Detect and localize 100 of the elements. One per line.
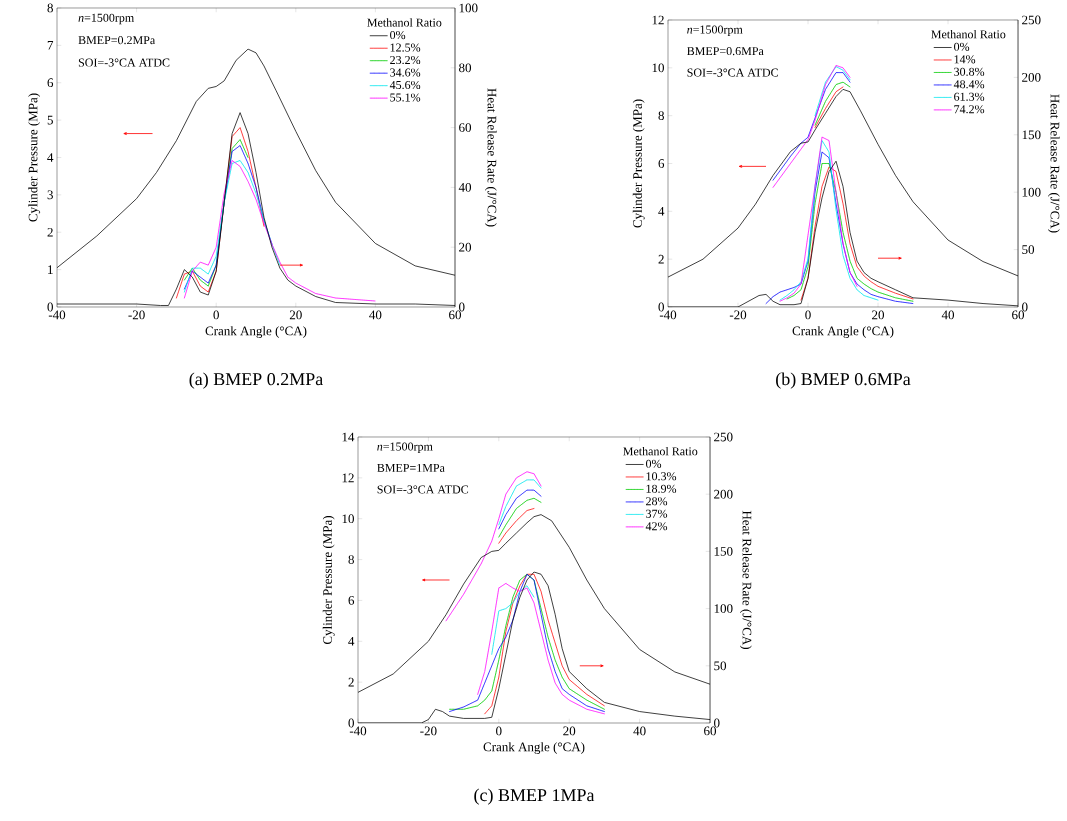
y-axis-title: Cylinder Pressure (MPa) [322,515,335,645]
legend-label: 37% [646,509,668,518]
legend-label: 28% [646,497,668,506]
y2-tick-label: 150 [714,547,733,556]
line-series [765,151,914,304]
text: (b) BMEP 0.6MPa [776,372,911,389]
y2-tick-label: 100 [459,3,478,13]
y2-axis-title: Heat Release Rate (J/°CA) [1047,94,1060,233]
annotation: BMEP=0.2MPa [78,36,156,45]
y2-tick-label: 20 [459,242,472,252]
y-tick-label: 2 [348,677,354,687]
line-series [498,508,535,544]
legend-label: 18.9% [646,484,677,493]
y-tick-label: 0 [658,302,664,312]
y2-tick-label: 150 [1022,130,1041,140]
legend-label: 10.3% [646,472,677,481]
y-tick-label: 6 [348,596,355,605]
y2-tick-label: 200 [714,489,733,499]
x-tick-label: 60 [704,726,717,736]
legend-title: Methanol Ratio [623,446,698,456]
annotation: BMEP=1MPa [377,463,445,472]
legend-label: 74.2% [954,105,985,114]
y-tick-label: 14 [342,432,355,442]
x-tick-label: 40 [369,310,382,320]
legend-label: 0% [646,459,662,468]
x-tick-label: 20 [289,310,302,320]
y2-tick-label: 80 [459,63,472,73]
y-tick-label: 0 [348,718,354,728]
line-series [814,86,844,128]
x-axis-title: Crank Angle (°CA) [205,326,307,338]
y-tick-label: 10 [652,63,664,73]
line-series [183,160,376,302]
y-tick-label: 4 [348,637,355,646]
y-axis-title: Cylinder Pressure (MPa) [632,99,645,228]
x-tick-label: 20 [563,726,576,736]
line-series [814,66,851,117]
y-tick-label: 4 [658,207,665,216]
legend-label: 45.6% [389,80,421,90]
x-tick-label: -40 [48,310,66,320]
y-tick-label: 8 [47,3,53,13]
y-tick-label: 8 [658,111,664,121]
x-tick-label: -40 [659,310,677,320]
legend-label: 12.5% [390,43,421,52]
x-tick-label: -20 [128,310,145,320]
x-tick-label: 40 [941,310,955,320]
x-tick-label: 0 [496,726,502,736]
legend-label: 48.4% [953,80,985,89]
x-axis-title: Crank Angle (°CA) [792,326,894,338]
line-series [498,497,542,538]
y-tick-label: 12 [342,473,354,483]
text: (c) BMEP 1MPa [474,788,595,805]
x-tick-label: -20 [420,726,437,736]
legend-label: 55.1% [390,93,421,102]
y-tick-label: 6 [47,78,54,88]
y-tick-label: 5 [47,115,53,125]
legend-label: 0% [954,42,970,51]
y-tick-label: 2 [47,227,53,237]
legend-label: 0% [390,30,406,40]
line-series [779,136,858,302]
line-series [491,585,535,655]
x-tick-label: 0 [213,310,219,320]
legend-label: 61.3% [954,92,985,101]
y2-tick-label: 60 [459,123,472,132]
line-series [498,479,542,526]
y-axis-title: Cylinder Pressure (MPa) [28,93,41,222]
y-tick-label: 3 [47,190,53,200]
legend-label: 14% [954,55,976,64]
text: (a) BMEP 0.2MPa [189,372,323,389]
x-tick-label: 60 [449,310,462,320]
y2-tick-label: 100 [1022,187,1041,197]
y-tick-label: 8 [348,555,354,564]
legend-title: Methanol Ratio [931,29,1006,39]
annotation: n=1500rpm [377,442,433,454]
x-tick-label: 60 [1012,310,1025,320]
y2-tick-label: 200 [1022,73,1041,82]
y-tick-label: 6 [658,159,665,168]
y2-tick-label: 40 [458,183,472,192]
legend-label: 34.6% [390,68,421,77]
y-tick-label: 1 [48,265,53,274]
y2-axis-title: Heat Release Rate (J/°CA) [739,510,752,650]
y-tick-label: 12 [652,15,664,25]
annotation: n=1500rpm [78,13,135,25]
y2-axis-title: Heat Release Rate (J/°CA) [484,88,497,227]
annotation: BMEP=0.6MPa [687,47,764,56]
y2-tick-label: 250 [714,432,733,442]
y2-tick-label: 50 [714,661,727,671]
line-series [183,160,281,293]
legend-label: 23.2% [390,55,421,65]
x-tick-label: 20 [872,310,885,320]
annotation: SOI=-3°CA ATDC [687,68,778,77]
x-tick-label: 40 [633,726,646,736]
y2-tick-label: 0 [1022,302,1028,312]
annotation: SOI=-3°CA ATDC [377,485,469,494]
annotation: SOI=-3°CA ATDC [78,58,170,67]
annotation: n=1500rpm [687,25,743,37]
line-series [814,81,851,126]
x-axis-title: Crank Angle (°CA) [483,742,585,754]
x-tick-label: -40 [349,726,367,736]
y-tick-label: 0 [47,302,53,312]
y-tick-label: 2 [658,254,664,264]
